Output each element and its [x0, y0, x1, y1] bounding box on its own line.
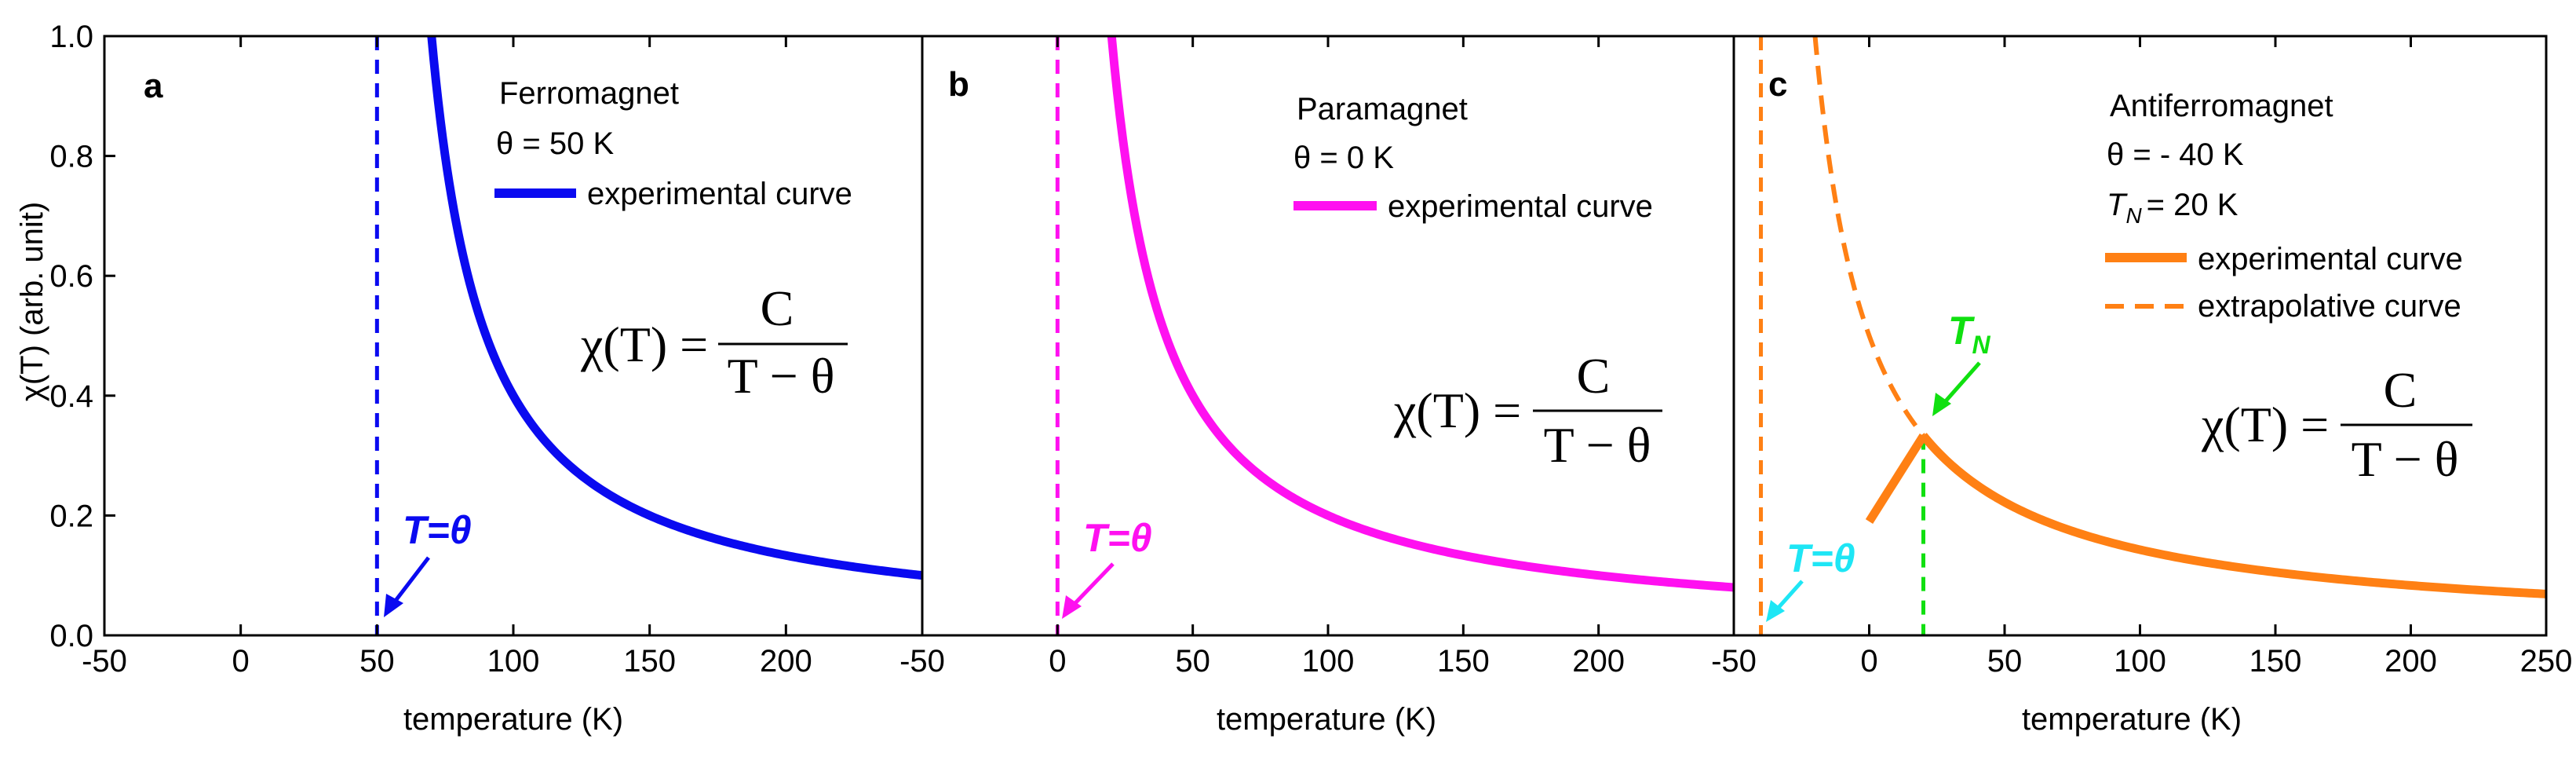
panel-b-xtick-label-3: 100 [1302, 644, 1355, 679]
panel-b-xtick-label-4: 150 [1437, 644, 1490, 679]
panel-a-annotation-arrow-shaft [391, 556, 430, 606]
panel-a-plot-layer [374, 36, 922, 635]
panel-b-formula-lhs: χ(T) = [1393, 382, 1521, 438]
panel-b-label: b [948, 65, 969, 104]
y-axis-title: χ(T) (arb. unit) [15, 202, 49, 401]
panel-c-annotation-tn: TN [1948, 309, 1991, 359]
panel-c-annotation-tn-symbol: T [1948, 309, 1976, 353]
panel-a-ytick-label-0: 0.0 [49, 619, 93, 653]
panel-a-plot-area [374, 36, 922, 635]
panel-c-plot-area [1759, 36, 2546, 635]
panel-b-formula-denominator: T − θ [1544, 417, 1651, 473]
panel-c-x-axis-title: temperature (K) [2022, 702, 2242, 737]
panel-a-xtick-label-4: 150 [623, 644, 676, 679]
panel-c-annotation-t-theta: T=θ [1786, 536, 1855, 580]
panel-c-xtick-label-0: -50 [1711, 644, 1757, 679]
panel-a-annotation-t-theta: T=θ [403, 508, 472, 552]
panel-c-tn-subscript: N [2125, 203, 2142, 228]
panel-b-annotation-arrow-shaft [1071, 562, 1115, 608]
panel-c: -50 0 50 100 150 200 250 c Antiferromagnet θ =… [1711, 35, 2572, 737]
panel-c-tn-symbol: T [2107, 188, 2128, 222]
panel-a-ytick-label-5: 1.0 [49, 20, 93, 54]
panel-a-ytick-label-3: 0.6 [49, 259, 93, 294]
panel-b-formula-numerator: C [1577, 348, 1611, 404]
panel-a-legend-label: experimental curve [587, 177, 852, 211]
panel-c-xtick-label-4: 150 [2249, 644, 2302, 679]
panel-b-formula: χ(T) = C T − θ [1393, 348, 1662, 473]
panel-a-xtick-label-1: 0 [232, 644, 250, 679]
panel-c-xtick-label-2: 50 [1987, 644, 2023, 679]
panel-b-title: Paramagnet [1297, 92, 1468, 126]
panel-a-series-0 [427, 36, 922, 580]
panel-a-xtick-label-2: 50 [359, 644, 395, 679]
panel-a-ticks: -50 0 50 100 150 200 0.0 0.2 0.4 0.6 0.8 1.0 [49, 20, 812, 679]
panel-a-formula-numerator: C [761, 280, 794, 336]
panel-b-xtick-label-2: 50 [1175, 644, 1210, 679]
panel-c-plot-layer [1759, 36, 2546, 635]
panel-c-annotation-arrow-head-theta [1766, 600, 1785, 622]
panel-c-legend-label-experimental: experimental curve [2198, 242, 2463, 276]
panel-a-formula: χ(T) = C T − θ [580, 280, 848, 404]
panel-b-annotation-t-theta: T=θ [1083, 516, 1152, 560]
panel-b-xtick-label-1: 0 [1049, 644, 1066, 679]
panel-c-annotation-tn-subscript: N [1972, 331, 1991, 359]
panel-a-ytick-label-1: 0.2 [49, 499, 93, 533]
panel-a-formula-lhs: χ(T) = [580, 316, 708, 372]
panel-c-legend-label-extrapolative: extrapolative curve [2198, 289, 2461, 324]
panel-b-theta-line: θ = 0 K [1293, 141, 1394, 175]
panel-a-annotation-arrow-head [384, 594, 403, 617]
panel-b-legend-label: experimental curve [1388, 189, 1653, 224]
panel-c-label: c [1768, 65, 1787, 104]
panel-a-xtick-label-0: -50 [82, 644, 127, 679]
panel-c-series-2 [1812, 36, 1925, 437]
panel-c-ticks: -50 0 50 100 150 200 250 [1711, 36, 2572, 679]
panel-a-xtick-label-5: 200 [760, 644, 812, 679]
panel-a-ytick-label-2: 0.4 [49, 379, 93, 414]
panel-c-formula-lhs: χ(T) = [2201, 397, 2329, 452]
panel-c-tn-line: TN = 20 K [2107, 188, 2238, 228]
panel-a-label: a [144, 67, 163, 105]
panel-b-plot-area [1055, 36, 1734, 635]
panel-a-xtick-label-3: 100 [487, 644, 540, 679]
panel-b-series-0 [1107, 36, 1734, 592]
panel-c-formula: χ(T) = C T − θ [2201, 362, 2472, 487]
panel-c-formula-denominator: T − θ [2352, 431, 2459, 487]
panel-c-annotation-arrow-shaft-tn [1942, 361, 1981, 405]
panel-a: -50 0 50 100 150 200 0.0 0.2 0.4 0.6 0.8 1.0 a Ferr… [49, 20, 924, 737]
panel-b: -50 0 50 100 150 200 b Paramagnet θ = 0 K exp… [899, 35, 1735, 737]
panel-b-annotation-arrow-head [1062, 595, 1082, 619]
panel-c-xtick-label-1: 0 [1860, 644, 1877, 679]
panel-b-ticks: -50 0 50 100 150 200 [899, 36, 1625, 679]
panel-c-annotation-arrow-shaft-theta [1774, 580, 1804, 613]
panel-c-xtick-label-5: 200 [2384, 644, 2437, 679]
panel-a-formula-denominator: T − θ [728, 348, 835, 404]
panel-b-xtick-label-5: 200 [1572, 644, 1625, 679]
panel-a-title: Ferromagnet [499, 76, 679, 111]
panel-c-formula-numerator: C [2384, 362, 2417, 418]
panel-a-x-axis-title: temperature (K) [403, 702, 623, 737]
panel-c-tn-value: = 20 K [2147, 188, 2238, 222]
panel-c-xtick-label-6: 250 [2520, 644, 2573, 679]
panel-c-xtick-label-3: 100 [2114, 644, 2166, 679]
panel-c-annotation-arrow-head-tn [1932, 393, 1951, 416]
panel-b-xtick-label-0: -50 [899, 644, 945, 679]
panel-a-theta-line: θ = 50 K [496, 126, 614, 161]
panel-c-theta-line: θ = - 40 K [2107, 137, 2244, 172]
panel-c-title: Antiferromagnet [2110, 89, 2333, 123]
panel-a-ytick-label-4: 0.8 [49, 140, 93, 174]
panel-c-series-1 [1865, 433, 1928, 524]
panel-b-x-axis-title: temperature (K) [1217, 702, 1436, 737]
panel-b-plot-layer [1055, 36, 1734, 635]
panel-c-series-0 [1920, 433, 2546, 598]
